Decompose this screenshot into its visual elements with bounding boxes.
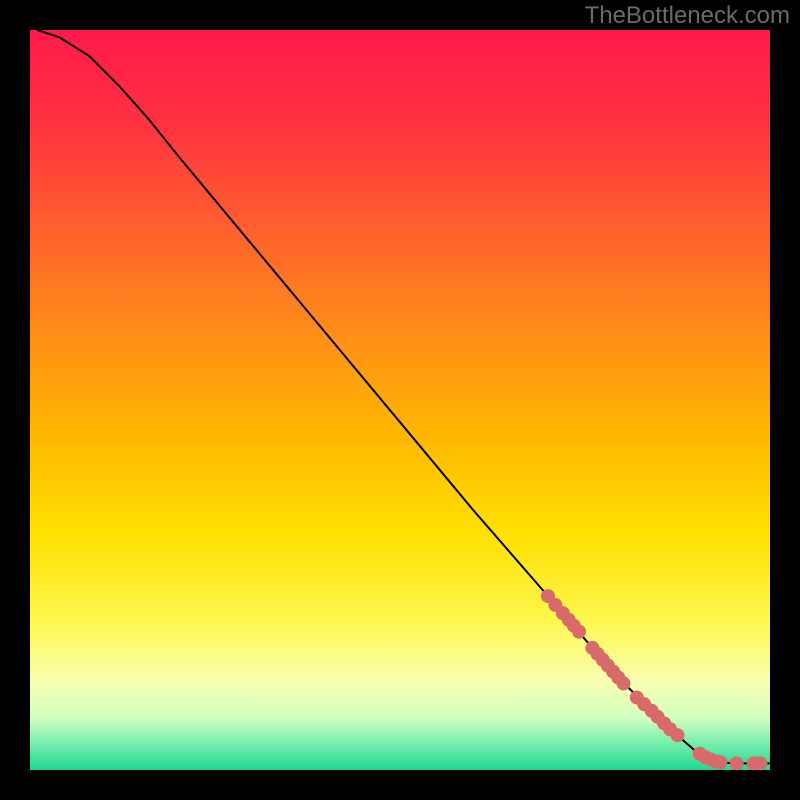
watermark-text: TheBottleneck.com — [585, 2, 790, 30]
data-marker — [671, 728, 685, 742]
data-marker — [753, 756, 767, 770]
data-marker — [616, 676, 630, 690]
gradient-background — [30, 30, 770, 770]
frame-bar — [0, 770, 800, 800]
data-marker — [572, 625, 586, 639]
frame-bar — [0, 0, 30, 800]
frame-bar — [770, 0, 800, 800]
chart-container: TheBottleneck.com — [0, 0, 800, 800]
data-marker — [713, 755, 727, 769]
chart-svg — [0, 0, 800, 800]
data-marker — [730, 756, 744, 770]
